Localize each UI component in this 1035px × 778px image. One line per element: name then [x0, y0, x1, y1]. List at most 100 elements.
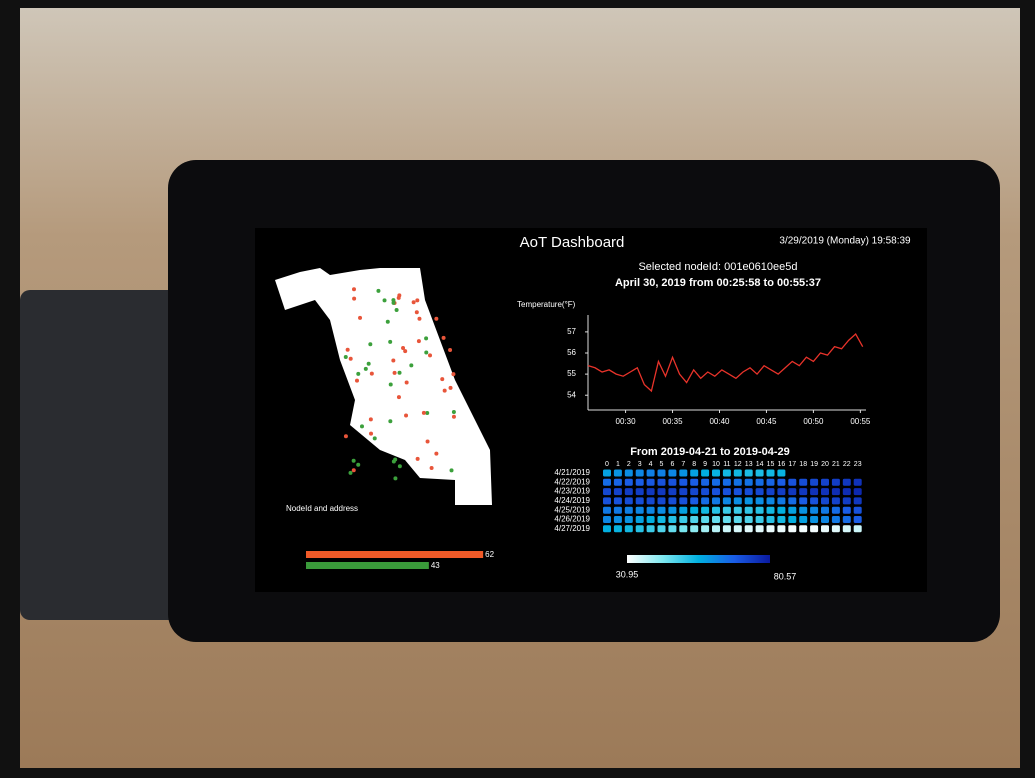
- hour-label: 21: [832, 461, 840, 468]
- heat-cell: [799, 478, 808, 486]
- heat-cell: [831, 497, 840, 505]
- map-dot: [356, 462, 361, 467]
- heat-cell: [657, 516, 666, 523]
- map-dot: [343, 434, 348, 439]
- heat-cell: [657, 469, 666, 477]
- map-dot: [425, 439, 430, 444]
- map-dot: [404, 380, 409, 385]
- map-dot: [440, 377, 445, 382]
- heat-cell: [821, 478, 829, 486]
- heat-cell: [799, 525, 808, 533]
- heat-cell: [744, 516, 753, 523]
- map-dot: [369, 371, 374, 376]
- colorbar-min: 30.95: [616, 569, 639, 579]
- map-dot: [403, 349, 408, 354]
- hour-label: 14: [756, 461, 764, 468]
- map-dot: [421, 410, 426, 415]
- heat-cell: [788, 488, 797, 496]
- heat-cell: [831, 525, 840, 533]
- heat-cell: [821, 506, 829, 514]
- map-dot: [429, 465, 434, 470]
- heat-cell: [646, 506, 655, 514]
- heat-cell: [766, 478, 775, 486]
- heat-cell: [646, 497, 655, 505]
- x-tick-label: 00:55: [850, 417, 871, 426]
- heat-cell: [624, 478, 633, 486]
- heat-cell: [766, 469, 775, 477]
- heat-cell: [755, 478, 764, 486]
- heat-cell: [613, 516, 622, 523]
- heat-cell: [853, 516, 862, 523]
- heat-cell: [603, 525, 611, 533]
- map-dot: [368, 342, 373, 347]
- heat-cell: [777, 497, 786, 505]
- map-dot: [415, 298, 420, 303]
- hour-label: 15: [767, 461, 775, 468]
- heat-cell: [701, 525, 710, 533]
- heat-cell: [635, 525, 644, 533]
- heat-cell: [810, 516, 819, 523]
- map-dot: [352, 296, 357, 301]
- map-dot: [441, 335, 446, 340]
- heat-cell: [690, 488, 699, 496]
- heat-cell: [679, 488, 688, 496]
- heat-cell: [799, 488, 808, 496]
- y-tick-label: 56: [567, 348, 576, 357]
- heat-cell: [831, 506, 840, 514]
- map-dot: [366, 361, 371, 366]
- heat-cell: [624, 488, 633, 496]
- heat-cell: [755, 497, 764, 505]
- heat-cell: [668, 497, 677, 505]
- heat-cell: [668, 506, 677, 514]
- date-label: 4/21/2019: [554, 468, 590, 477]
- heat-cell: [722, 488, 731, 496]
- heat-cell: [842, 506, 851, 514]
- map-dot: [416, 339, 421, 344]
- heat-cell: [831, 516, 840, 523]
- hour-label: 10: [712, 461, 720, 468]
- heat-cell: [722, 478, 731, 486]
- heat-cell: [646, 469, 655, 477]
- heat-cell: [657, 497, 666, 505]
- date-label: 4/22/2019: [554, 477, 590, 486]
- map-dot: [345, 347, 350, 352]
- heat-cell: [624, 516, 633, 523]
- heat-cell: [690, 516, 699, 523]
- map-dot: [348, 470, 353, 475]
- hour-label: 5: [660, 461, 664, 468]
- heat-cell: [744, 497, 753, 505]
- heat-cell: [603, 488, 611, 496]
- heat-cell: [679, 516, 688, 523]
- heat-cell: [646, 516, 655, 523]
- heat-cell: [657, 488, 666, 496]
- heat-cell: [635, 469, 644, 477]
- map-dot: [434, 451, 439, 456]
- heat-cell: [755, 516, 764, 523]
- heat-cell: [624, 497, 633, 505]
- y-axis-label: Temperature(°F): [517, 300, 576, 309]
- map-dot: [388, 419, 393, 424]
- map-dot: [417, 316, 422, 321]
- heat-cell: [810, 488, 819, 496]
- map-dot: [391, 358, 396, 363]
- hour-label: 6: [670, 461, 674, 468]
- map-dot: [449, 468, 454, 473]
- heat-cell: [701, 506, 710, 514]
- map-dot: [394, 308, 399, 313]
- map-dot: [351, 458, 356, 463]
- map-dot: [451, 372, 456, 377]
- map-dot: [351, 468, 356, 473]
- heat-cell: [613, 488, 622, 496]
- heat-cell: [788, 516, 797, 523]
- heat-cell: [613, 506, 622, 514]
- map-dot: [392, 370, 397, 375]
- hour-label: 16: [778, 461, 786, 468]
- heat-cell: [624, 525, 633, 533]
- count-bar: [306, 562, 429, 569]
- heat-cell: [613, 478, 622, 486]
- heat-cell: [690, 525, 699, 533]
- map-dot: [411, 300, 416, 305]
- map-dot: [442, 388, 447, 393]
- heat-cell: [701, 488, 710, 496]
